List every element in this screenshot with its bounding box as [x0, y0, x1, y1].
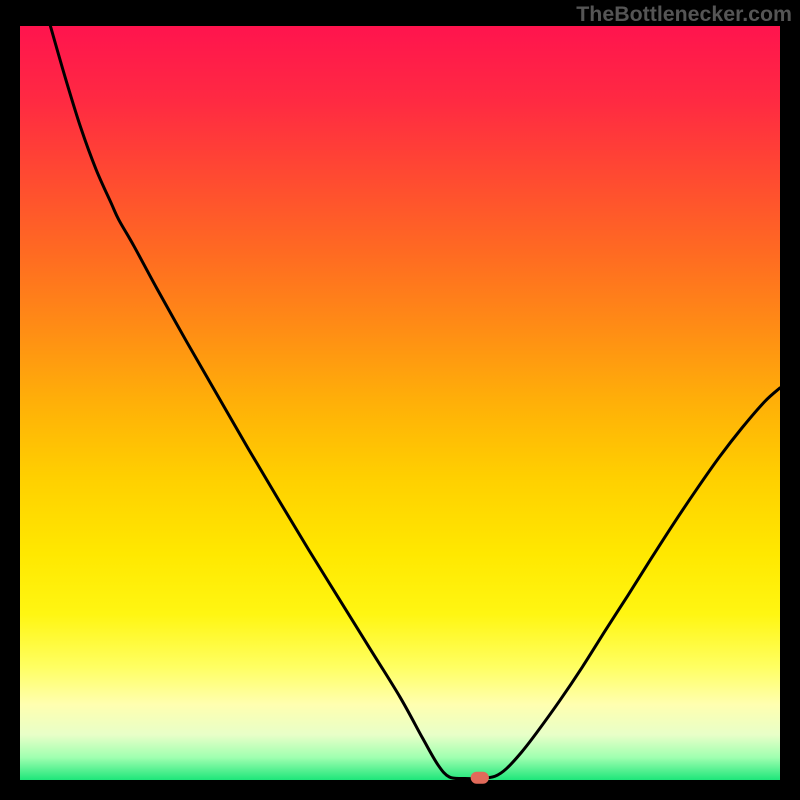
- optimum-marker: [471, 772, 489, 784]
- plot-background: [20, 26, 780, 780]
- chart-container: TheBottlenecker.com: [0, 0, 800, 800]
- bottleneck-chart: [0, 0, 800, 800]
- credit-label: TheBottlenecker.com: [576, 2, 792, 27]
